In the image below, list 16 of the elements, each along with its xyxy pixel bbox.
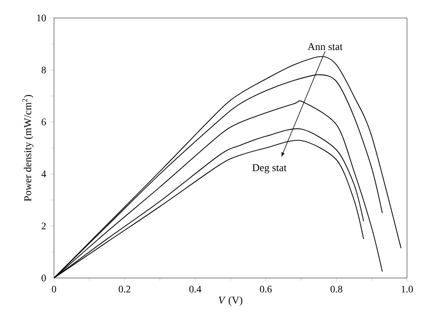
x-tick-label: 0.4 <box>189 286 202 293</box>
y-tick-label: 4 <box>41 170 46 178</box>
y-tick-label: 10 <box>37 14 46 22</box>
y-tick-label: 0 <box>42 274 46 282</box>
y-tick-label: 6 <box>42 118 46 126</box>
annotation: Ann stat <box>308 43 343 50</box>
y-tick-label: 2 <box>42 222 46 230</box>
x-tick-label: 0.8 <box>330 286 342 293</box>
x-tick-label: 1.0 <box>402 286 413 293</box>
x-tick-label: 0.6 <box>260 286 272 293</box>
x-tick-label: 0 <box>52 286 56 292</box>
annotation: Deg stat <box>252 164 287 174</box>
y-tick-label: 8 <box>42 66 46 74</box>
x-axis-title: V (V) <box>218 296 242 306</box>
x-tick-label: 0.2 <box>118 286 130 293</box>
y-axis-title: Power density (mW/cm$^{2}$) <box>22 94 34 202</box>
